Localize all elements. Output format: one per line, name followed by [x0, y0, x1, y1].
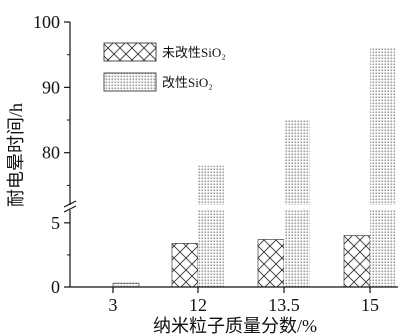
bar-unmodified-15: [343, 235, 371, 288]
legend: 未改性SiO₂ 改性SiO₂: [103, 42, 226, 92]
y-tick-label-0: 0: [51, 277, 60, 297]
bar-unmodified-13_5: [257, 239, 285, 288]
legend-swatch-unmodified: [103, 42, 157, 62]
y-tick-label-5: 5: [51, 213, 60, 233]
bar-unmodified-12: [171, 243, 199, 288]
bar-modified-12-upper: [198, 165, 224, 205]
y-tick-label-80: 80: [42, 143, 60, 163]
y-tick-label-90: 90: [42, 77, 60, 97]
y-tick-label-100: 100: [33, 12, 60, 32]
y-axis-title: 耐电晕时间/h: [6, 103, 26, 207]
bar-modified-13_5-lower: [284, 210, 310, 287]
x-tick-label-12: 12: [189, 295, 207, 315]
legend-label-unmodified: 未改性SiO₂: [162, 45, 226, 60]
bar-modified-12-lower: [198, 210, 224, 287]
axis-break-mark-lower: [63, 205, 77, 213]
bar-modified-13_5-upper: [284, 120, 310, 205]
bar-modified-15-upper: [370, 48, 396, 206]
bars-layer: [112, 48, 396, 288]
x-tick-label-3: 3: [109, 295, 118, 315]
x-tick-label-15: 15: [361, 295, 379, 315]
bar-modified-15-lower: [370, 210, 396, 287]
axis-layer: [63, 21, 398, 293]
x-tick-label-13_5: 13.5: [268, 295, 300, 315]
label-layer: 0 5 80 90 100 3 12 13.5 15: [33, 12, 379, 315]
legend-label-modified: 改性SiO₂: [162, 75, 213, 90]
legend-swatch-modified: [103, 72, 157, 92]
x-axis-title: 纳米粒子质量分数/%: [153, 316, 317, 336]
axis-break-mark-upper: [63, 200, 77, 208]
